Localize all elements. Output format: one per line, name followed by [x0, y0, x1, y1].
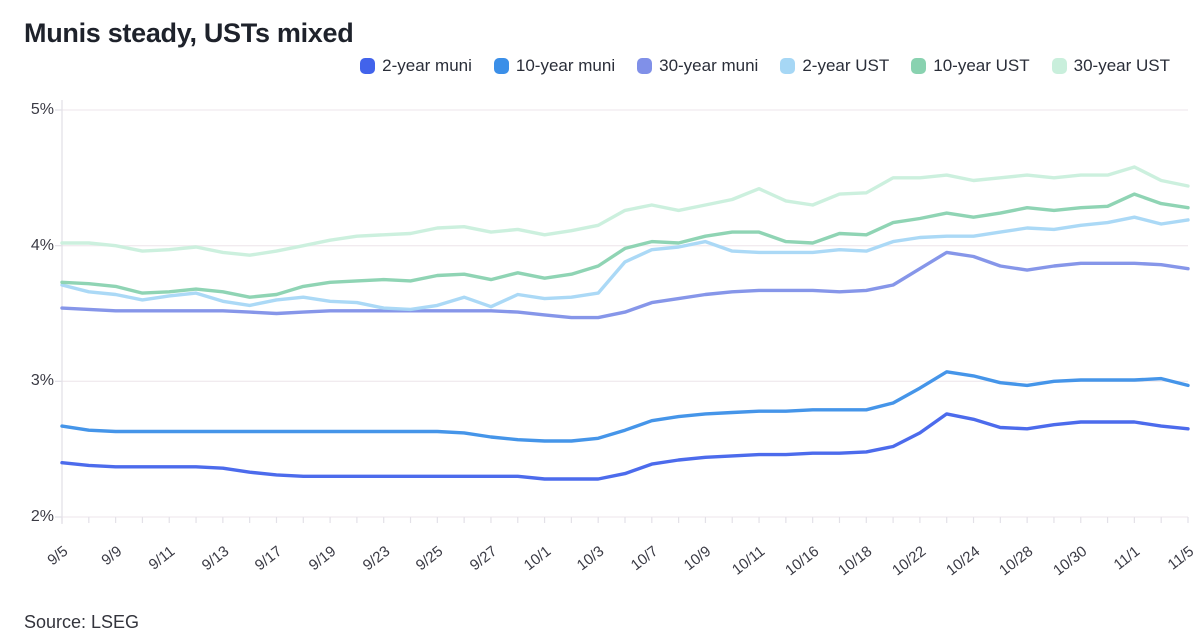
series-line-2-year-muni	[60, 412, 1190, 481]
legend-swatch-2-year-muni	[360, 58, 376, 74]
legend-item-30-year-ust: 30-year UST	[1051, 56, 1170, 76]
series-line-30-year-ust	[60, 165, 1190, 257]
source-note: Source: LSEG	[24, 612, 140, 632]
legend-item-2-year-ust: 2-year UST	[780, 56, 889, 76]
legend-label: 10-year UST	[933, 56, 1030, 75]
legend-item-2-year-muni: 2-year muni	[360, 56, 472, 76]
series-line-30-year-muni	[60, 250, 1190, 320]
legend-swatch-30-year-muni	[637, 58, 653, 74]
series-line-2-year-ust	[60, 215, 1190, 312]
legend-label: 30-year muni	[659, 56, 759, 75]
legend-label: 2-year UST	[802, 56, 890, 75]
legend-item-10-year-ust: 10-year UST	[911, 56, 1030, 76]
legend-swatch-30-year-ust	[1051, 58, 1067, 74]
series-line-10-year-muni	[60, 370, 1190, 443]
legend-swatch-2-year-ust	[780, 58, 796, 74]
legend-swatch-10-year-muni	[493, 58, 509, 74]
legend-label: 10-year muni	[515, 56, 616, 75]
series-line-10-year-ust	[60, 192, 1190, 299]
legend-swatch-10-year-ust	[911, 58, 927, 74]
y-tick-label-2%: 2%	[30, 508, 54, 525]
legend-item-30-year-muni: 30-year muni	[637, 56, 758, 76]
legend: 2-year muni 10-year muni 30-year muni 2-yea…	[0, 56, 1170, 76]
y-tick-label-3%: 3%	[30, 372, 54, 390]
y-tick-label-5%: 5%	[30, 101, 54, 118]
legend-label: 2-year muni	[382, 56, 472, 75]
legend-item-10-year-muni: 10-year muni	[493, 56, 616, 76]
chart-title: Munis steady, USTs mixed	[24, 18, 354, 49]
legend-label: 30-year UST	[1073, 56, 1170, 75]
y-tick-label-4%: 4%	[30, 236, 54, 254]
